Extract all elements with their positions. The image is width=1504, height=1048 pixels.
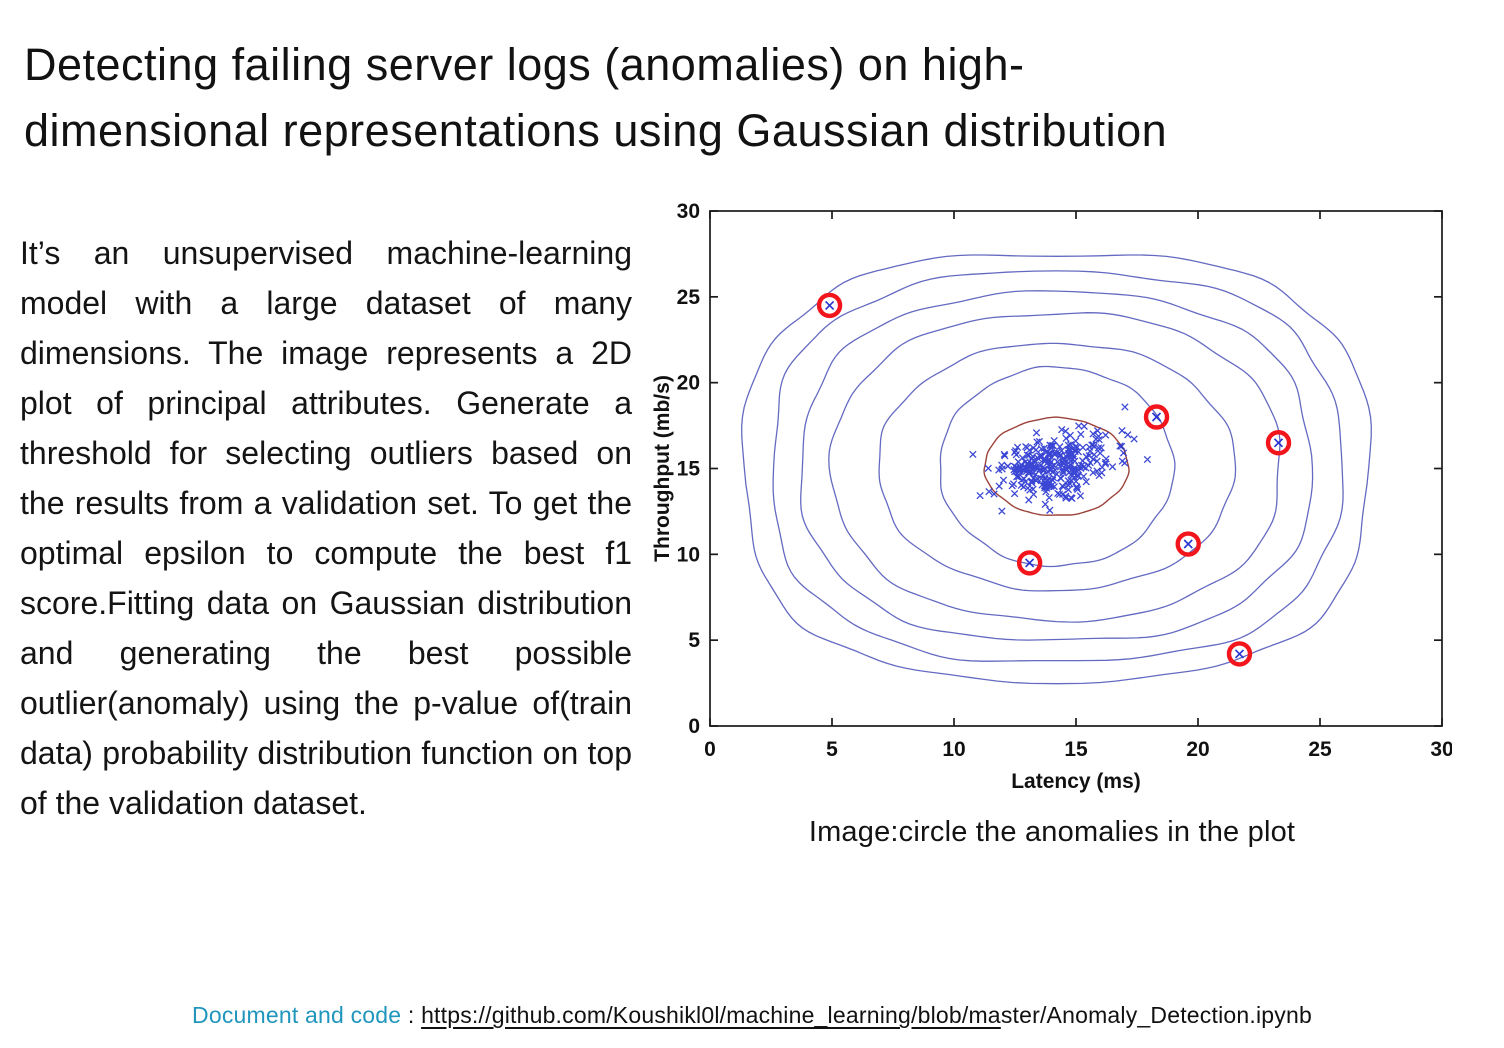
svg-text:30: 30 <box>1430 738 1452 761</box>
svg-text:15: 15 <box>677 458 701 481</box>
svg-text:30: 30 <box>677 200 700 223</box>
svg-text:5: 5 <box>688 629 700 652</box>
figure-caption: Image:circle the anomalies in the plot <box>808 816 1296 848</box>
x-axis-label: Latency (ms) <box>1011 770 1141 793</box>
github-link[interactable]: https://github.com/Koushikl0l/machine_le… <box>421 1002 1312 1028</box>
github-link-rest: ster/Anomaly_Detection.ipynb <box>1000 1002 1312 1028</box>
footer: Document and code : https://github.com/K… <box>0 1002 1504 1029</box>
svg-text:20: 20 <box>1186 738 1209 761</box>
anomaly-plot: 0 5 10 15 20 25 30 0 5 10 15 20 25 30 Latency (ms) Thro… <box>652 200 1452 793</box>
svg-text:20: 20 <box>677 372 700 395</box>
svg-text:0: 0 <box>688 715 700 738</box>
footer-label: Document and code <box>192 1002 402 1028</box>
y-axis-label: Throughput (mb/s) <box>652 375 674 562</box>
anomaly-figure: 0 5 10 15 20 25 30 0 5 10 15 20 25 30 Latency (ms) Thro… <box>652 193 1452 817</box>
description-text: It’s an unsupervised machine-learning mo… <box>20 235 632 821</box>
footer-separator: : <box>401 1002 422 1028</box>
github-link-underlined: https://github.com/Koushikl0l/machine_le… <box>421 1002 1001 1028</box>
svg-text:10: 10 <box>942 738 965 761</box>
page-title-line2: dimensional representations using Gaussi… <box>24 105 1168 157</box>
page-title-line1: Detecting failing server logs (anomalies… <box>24 39 1025 91</box>
svg-text:15: 15 <box>1064 738 1088 761</box>
svg-text:0: 0 <box>704 738 716 761</box>
svg-text:25: 25 <box>677 286 701 309</box>
svg-text:5: 5 <box>826 738 838 761</box>
page-title: Detecting failing server logs (anomalies… <box>24 32 1464 164</box>
svg-text:10: 10 <box>677 543 700 566</box>
svg-text:25: 25 <box>1308 738 1332 761</box>
